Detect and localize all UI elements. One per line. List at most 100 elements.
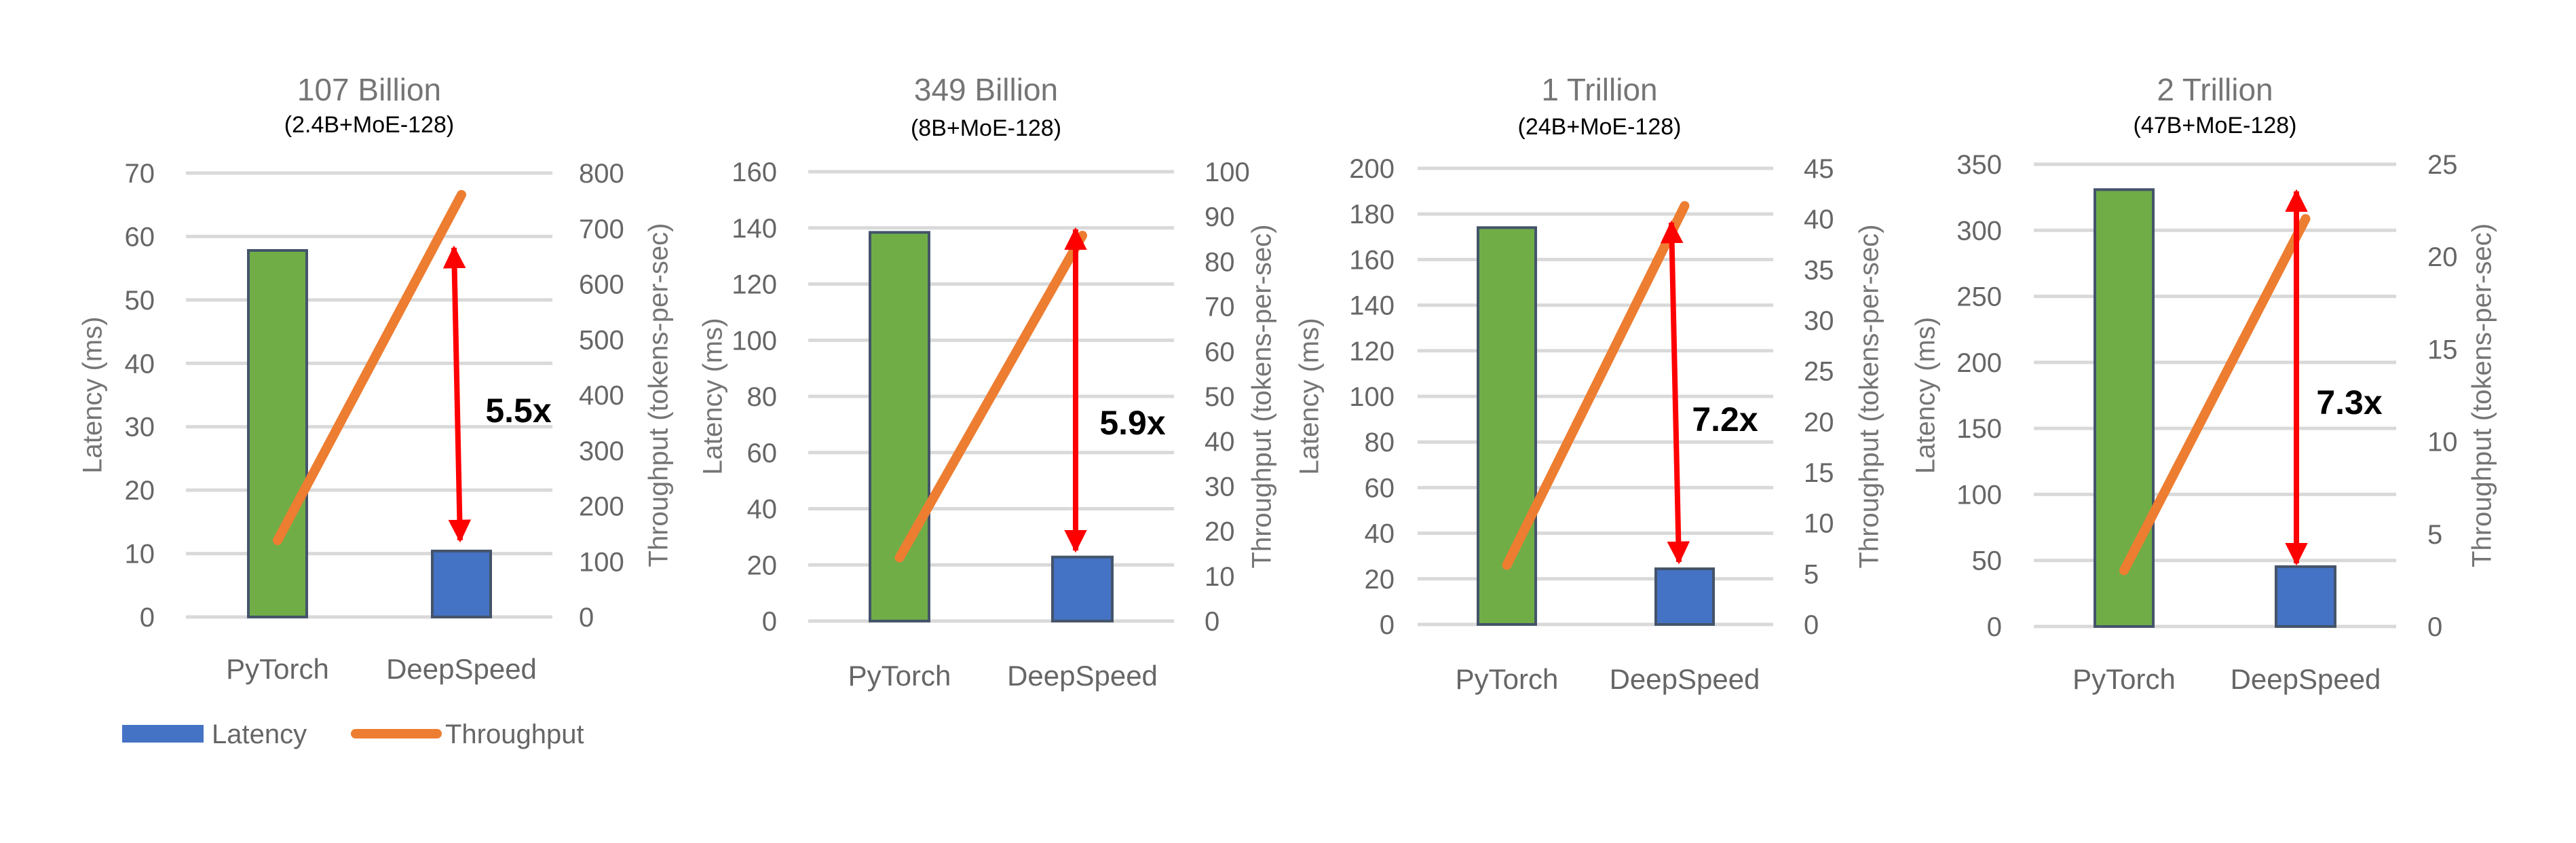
latency-bar-pytorch	[869, 231, 930, 622]
speedup-double-arrow-icon	[1660, 220, 1690, 565]
chart-panel-1: 107 Billion (2.4B+MoE-128) 0 10 20 30 40 50 60 70…	[78, 72, 674, 685]
left-axis-tick-label: 20	[125, 476, 155, 506]
legend: Latency Throughput	[122, 719, 584, 749]
left-axis-tick-label: 140	[732, 214, 777, 244]
chart-subtitle: (24B+MoE-128)	[1518, 114, 1682, 140]
latency-bar-deepspeed	[1654, 567, 1715, 626]
left-axis-tick-label: 70	[125, 159, 155, 189]
right-axis-tick-label: 30	[1804, 306, 1834, 336]
category-label: PyTorch	[2072, 663, 2176, 695]
category-label: DeepSpeed	[386, 653, 537, 685]
legend-label-latency: Latency	[212, 719, 307, 749]
left-axis-title: Latency (ms)	[1295, 318, 1325, 474]
left-axis-tick-label: 200	[1956, 348, 2002, 378]
left-axis-tick-label: 100	[732, 326, 777, 356]
speedup-double-arrow-icon	[442, 245, 472, 543]
left-axis-tick-label: 350	[1956, 150, 2002, 180]
right-axis-tick-label: 600	[579, 270, 624, 300]
right-axis-tick-label: 25	[1804, 357, 1834, 387]
latency-bar-pytorch	[247, 248, 308, 618]
latency-bar-deepspeed	[1051, 555, 1114, 622]
right-axis-tick-label: 35	[1804, 255, 1834, 285]
left-axis-tick-label: 120	[732, 270, 777, 300]
legend-item-throughput: Throughput	[351, 719, 584, 749]
left-axis-tick-label: 10	[125, 540, 155, 569]
left-axis-tick-label: 0	[1987, 612, 2002, 642]
left-axis-tick-label: 60	[125, 222, 155, 252]
left-axis-tick-label: 100	[1956, 480, 2002, 510]
right-axis-tick-label: 800	[579, 159, 624, 189]
left-axis-tick-label: 300	[1956, 216, 2002, 246]
chart-title: 107 Billion	[297, 72, 441, 107]
right-axis-tick-label: 20	[1205, 517, 1235, 547]
legend-item-latency: Latency	[122, 719, 307, 749]
right-axis-tick-label: 10	[2427, 428, 2458, 457]
left-axis-title: Latency (ms)	[1911, 317, 1941, 474]
left-axis-tick-label: 200	[1349, 154, 1395, 184]
left-axis-tick-label: 0	[762, 607, 777, 637]
chart-panel-3: 1 Trillion(24B+MoE-128)02040608010012014…	[1295, 72, 1884, 695]
left-axis-tick-label: 120	[1349, 337, 1395, 367]
left-axis-title: Latency (ms)	[698, 318, 728, 474]
right-axis-tick-label: 200	[579, 492, 624, 522]
right-axis-tick-label: 0	[1205, 607, 1219, 637]
right-axis-tick-label: 0	[2427, 612, 2442, 642]
right-axis-tick-label: 500	[579, 325, 624, 355]
left-axis-tick-label: 160	[1349, 245, 1395, 275]
left-axis-tick-label: 150	[1956, 414, 2002, 444]
chart-panels: 107 Billion(2.4B+MoE-128)010203040506070…	[78, 72, 2497, 695]
throughput-line	[894, 231, 1087, 563]
right-axis-tick-label: 100	[1205, 157, 1250, 187]
chart-title: 349 Billion	[914, 72, 1058, 107]
right-axis-tick-label: 0	[1804, 610, 1819, 640]
right-axis-tick-label: 25	[2427, 150, 2458, 180]
category-label: PyTorch	[226, 653, 329, 685]
left-axis-tick-label: 160	[732, 157, 777, 187]
speedup-label: 7.2x	[1692, 400, 1758, 438]
right-axis-tick-label: 60	[1205, 337, 1235, 367]
throughput-line	[273, 189, 466, 546]
left-axis-tick-label: 50	[125, 286, 155, 316]
left-axis-tick-label: 40	[125, 349, 155, 379]
chart-panel-2: 349 Billion(8B+MoE-128)02040608010012014…	[698, 72, 1277, 692]
legend-label-throughput: Throughput	[445, 719, 584, 749]
right-axis-tick-label: 20	[1804, 407, 1834, 437]
right-axis-tick-label: 10	[1804, 509, 1834, 539]
speedup-label: 5.5x	[485, 392, 552, 430]
speedup-label: 7.3x	[2316, 383, 2383, 422]
left-axis-tick-label: 40	[747, 495, 778, 525]
chart-subtitle: (2.4B+MoE-128)	[284, 112, 454, 138]
latency-swatch	[122, 725, 204, 743]
right-axis-tick-label: 700	[579, 214, 624, 244]
left-axis-tick-label: 0	[1380, 610, 1395, 640]
right-axis-tick-label: 0	[579, 603, 594, 633]
right-axis-tick-label: 100	[579, 547, 624, 577]
left-axis-tick-label: 250	[1956, 282, 2002, 312]
right-axis-tick-label: 15	[1804, 458, 1834, 488]
category-label: PyTorch	[1456, 663, 1559, 695]
chart-panel-4: 2 Trillion(47B+MoE-128)05010015020025030…	[1911, 72, 2497, 695]
left-axis-tick-label: 50	[1972, 546, 2003, 576]
right-axis-title: Throughput (tokens-per-sec)	[644, 223, 674, 567]
right-axis-tick-label: 10	[1205, 562, 1235, 592]
right-axis-tick-label: 50	[1205, 382, 1235, 412]
right-axis-tick-label: 80	[1205, 247, 1235, 277]
throughput-line	[2119, 214, 2311, 576]
chart-title: 1 Trillion	[1541, 72, 1657, 107]
chart-subtitle: (8B+MoE-128)	[911, 115, 1061, 141]
right-axis-tick-label: 70	[1205, 293, 1235, 322]
speedup-label: 5.9x	[1099, 404, 1166, 442]
right-axis-tick-label: 30	[1205, 472, 1235, 502]
left-axis-tick-label: 180	[1349, 200, 1395, 229]
right-axis-tick-label: 5	[1804, 559, 1819, 589]
throughput-line	[1502, 201, 1690, 570]
right-axis-tick-label: 300	[579, 436, 624, 466]
right-axis-title: Throughput (tokens-per-sec)	[1247, 225, 1277, 569]
left-axis-tick-label: 100	[1349, 382, 1395, 412]
left-axis-tick-label: 0	[140, 603, 155, 633]
left-axis-title: Latency (ms)	[78, 316, 108, 473]
left-axis-tick-label: 60	[747, 438, 778, 468]
latency-bar-deepspeed	[431, 549, 492, 618]
right-axis-tick-label: 20	[2427, 242, 2458, 272]
